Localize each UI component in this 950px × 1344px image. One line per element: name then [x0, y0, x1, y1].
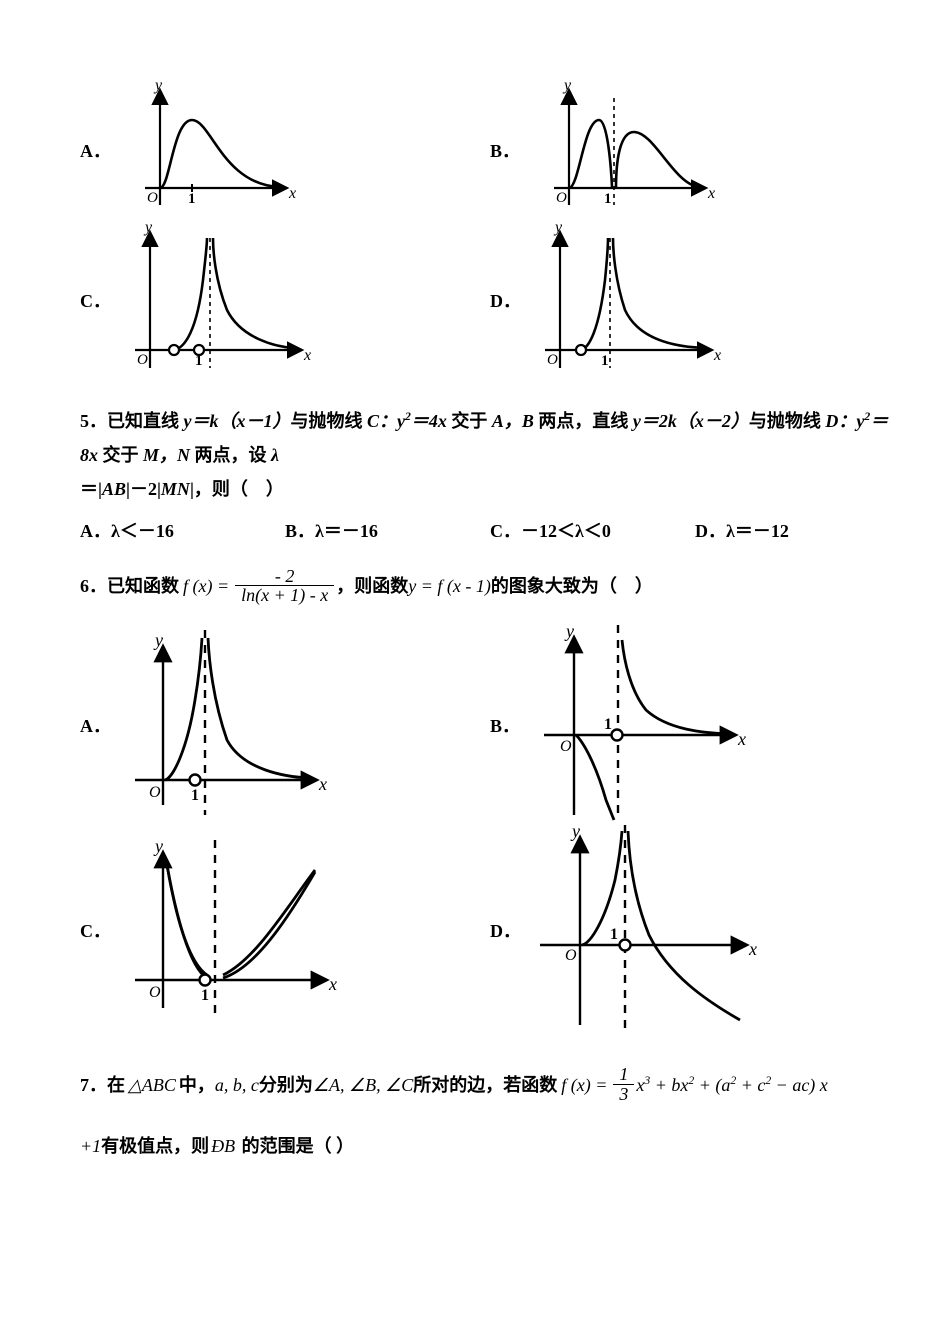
q5-option-c: C．－12＜λ＜0: [490, 517, 695, 543]
svg-text:y: y: [153, 840, 163, 856]
svg-text:y: y: [570, 825, 580, 841]
q6-prefix: 6．: [80, 569, 107, 603]
q5-option-b: B．λ＝－16: [285, 517, 490, 543]
q4-graphs-row1: A． y x O 1 B． y x O 1: [80, 80, 900, 220]
svg-text:x: x: [748, 939, 757, 959]
svg-text:1: 1: [604, 191, 612, 207]
svg-text:O: O: [137, 352, 148, 368]
curve: [160, 120, 280, 188]
svg-text:y: y: [153, 630, 163, 650]
svg-text:1: 1: [191, 787, 199, 804]
hole-left: [169, 345, 179, 355]
q6-option-c: C． y x O 1: [80, 840, 490, 1020]
svg-text:y: y: [564, 625, 574, 641]
q4-graphs-row2: C． y x O 1 D． y x O 1: [80, 220, 900, 380]
svg-text:x: x: [713, 347, 721, 364]
svg-text:x: x: [328, 974, 337, 994]
svg-text:1: 1: [601, 353, 609, 369]
q4-c-graph: y x O 1: [115, 220, 325, 380]
svg-text:x: x: [707, 185, 715, 202]
q5-text: 5．已知直线 y＝k（x－1）与抛物线 C：y2＝4x 交于 A，B 两点，直线…: [80, 404, 900, 507]
q7-prefix: 7．: [80, 1068, 107, 1102]
q4-d-graph: y x O 1: [525, 220, 735, 380]
svg-text:x: x: [318, 774, 327, 794]
q6-graphs-row2: C． y x O 1 D． y x O 1: [80, 825, 900, 1035]
q4-d-label: D．: [490, 287, 521, 313]
svg-text:O: O: [149, 784, 161, 801]
svg-text:O: O: [547, 352, 558, 368]
q4-b-label: B．: [490, 137, 520, 163]
q6-option-d: D． y x O 1: [490, 825, 900, 1035]
q4-option-b: B． y x O 1: [490, 80, 900, 220]
q4-c-label: C．: [80, 287, 111, 313]
tick-1: 1: [188, 191, 196, 207]
q7-fraction: 1 3: [613, 1065, 634, 1104]
q4-option-a: A． y x O 1: [80, 80, 490, 220]
q6-b-graph: y x O 1: [524, 625, 754, 825]
svg-text:1: 1: [604, 716, 612, 733]
q7-line2: +1有极值点，则ÐB 的范围是（ ）: [80, 1132, 900, 1158]
svg-text:O: O: [556, 190, 567, 206]
axis-y-label: y: [153, 80, 163, 94]
q7-text: 7． 在 △ABC 中， a, b, c 分别为 ∠A, ∠B, ∠C 所对的边…: [80, 1065, 900, 1104]
q6-fraction: - 2 ln(x + 1) - x: [235, 567, 334, 606]
svg-text:O: O: [560, 738, 572, 755]
svg-text:1: 1: [610, 926, 618, 943]
svg-text:O: O: [149, 984, 161, 1001]
q5-options: A．λ＜－16 B．λ＝－16 C．－12＜λ＜0 D．λ＝－12: [80, 517, 900, 543]
q4-b-graph: y x O 1: [524, 80, 724, 220]
svg-text:x: x: [303, 347, 311, 364]
q6-d-graph: y x O 1: [525, 825, 765, 1035]
q6-a-graph: y x O 1: [115, 630, 335, 820]
q6-option-b: B． y x O 1: [490, 625, 900, 825]
svg-text:y: y: [553, 220, 563, 236]
axis-x-label: x: [288, 185, 296, 202]
q6-c-graph: y x O 1: [115, 840, 345, 1020]
q6-text: 6． 已知函数 f (x) = - 2 ln(x + 1) - x ，则函数 y…: [80, 567, 900, 606]
q4-a-graph: y x O 1: [115, 80, 305, 220]
q5-option-a: A．λ＜－16: [80, 517, 285, 543]
origin-label: O: [147, 190, 158, 206]
q6-option-a: A． y x O 1: [80, 630, 490, 820]
q4-a-label: A．: [80, 137, 111, 163]
q5-prefix: 5．: [80, 411, 107, 431]
q5-option-d: D．λ＝－12: [695, 517, 900, 543]
hole-right: [194, 345, 204, 355]
svg-text:O: O: [565, 947, 577, 964]
svg-text:x: x: [737, 729, 746, 749]
q4-option-c: C． y x O 1: [80, 220, 490, 380]
q6-graphs-row1: A． y x O 1 B． y x O 1: [80, 625, 900, 825]
svg-text:1: 1: [201, 987, 209, 1004]
q4-option-d: D． y x O 1: [490, 220, 900, 380]
svg-text:y: y: [562, 80, 572, 94]
svg-text:y: y: [143, 220, 153, 236]
